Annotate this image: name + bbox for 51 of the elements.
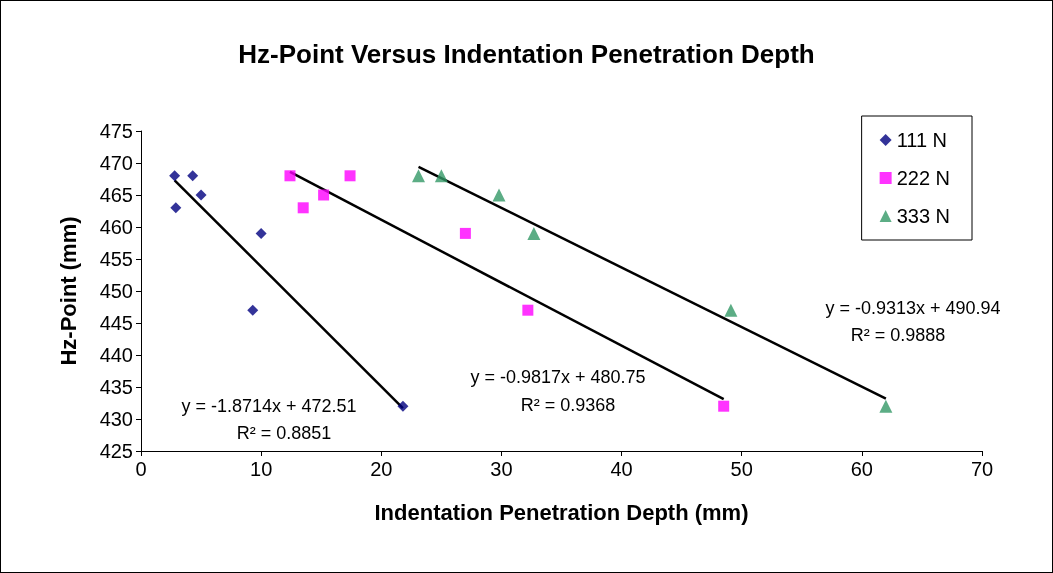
x-axis-title: Indentation Penetration Depth (mm): [374, 499, 749, 525]
point: [879, 399, 893, 413]
y-tick-label: 450: [99, 280, 133, 302]
annotation: R² = 0.8851: [236, 423, 332, 443]
y-tick-label: 430: [99, 408, 133, 430]
point: [412, 169, 426, 183]
x-tick-label: 40: [610, 458, 633, 480]
y-axis-title: Hz-Point (mm): [55, 216, 81, 366]
legend-label: 222 N: [896, 167, 951, 189]
point: [255, 227, 267, 239]
x-tick-label: 60: [850, 458, 873, 480]
point: [195, 189, 207, 201]
x-tick-label: 20: [370, 458, 393, 480]
point: [318, 189, 330, 201]
point: [527, 226, 541, 240]
y-tick-label: 455: [99, 248, 133, 270]
x-tick-label: 70: [970, 458, 994, 480]
y-tick-label: 445: [99, 312, 133, 334]
annotation: y = -0.9313x + 490.94: [825, 298, 1001, 318]
y-tick-label: 440: [99, 344, 133, 366]
point: [187, 170, 199, 182]
point: [284, 170, 296, 182]
y-tick-label: 465: [99, 184, 133, 206]
point: [522, 304, 534, 316]
x-tick-label: 10: [250, 458, 273, 480]
point: [459, 227, 471, 239]
point: [397, 400, 409, 412]
annotation: R² = 0.9888: [850, 325, 946, 345]
y-tick-label: 425: [99, 440, 133, 462]
x-tick-label: 0: [135, 458, 147, 480]
annotation: y = -0.9817x + 480.75: [470, 367, 646, 387]
point: [434, 169, 448, 183]
point: [297, 202, 309, 214]
annotation: R² = 0.9368: [520, 395, 616, 415]
point: [718, 400, 730, 412]
y-tick-label: 435: [99, 376, 133, 398]
chart-title: Hz-Point Versus Indentation Penetration Depth: [238, 39, 815, 69]
legend-label: 333 N: [896, 205, 951, 227]
legend-label: 111 N: [896, 129, 948, 151]
point: [344, 170, 356, 182]
point: [724, 303, 738, 317]
point: [492, 188, 506, 202]
point: [247, 304, 259, 316]
y-tick-label: 470: [99, 152, 133, 174]
point: [169, 170, 181, 182]
x-tick-label: 50: [730, 458, 753, 480]
annotation: y = -1.8714x + 472.51: [181, 396, 357, 416]
y-tick-label: 475: [99, 120, 133, 142]
y-tick-label: 460: [99, 216, 133, 238]
x-tick-label: 30: [490, 458, 513, 480]
point: [170, 202, 182, 214]
